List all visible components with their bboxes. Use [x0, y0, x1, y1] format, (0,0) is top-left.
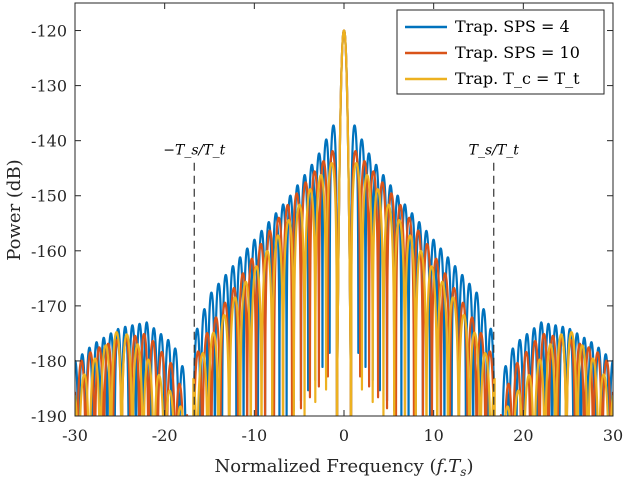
axes [74, 2, 614, 417]
x-axis-title: Normalized Frequency (f.Ts) [215, 456, 474, 479]
x-axis-title-text: Normalized Frequency ( [215, 456, 437, 477]
x-tick-label: -10 [241, 426, 267, 445]
y-tick-label: -160 [31, 242, 67, 261]
x-tick-label: 10 [423, 426, 443, 445]
series-line-2 [75, 29, 613, 416]
y-tick-label: -140 [31, 132, 67, 151]
vline-label-0: −T_s/T_t [163, 142, 225, 158]
legend: Trap. SPS = 4 Trap. SPS = 10 Trap. T_c = T… [396, 9, 605, 95]
y-tick-label: -150 [31, 187, 67, 206]
vline-label-1: T_s/T_t [469, 142, 520, 158]
y-tick-label: -180 [31, 352, 67, 371]
x-tick-label: 20 [513, 426, 533, 445]
y-tick-label: -120 [31, 22, 67, 41]
y-axis-title: Power (dB) [4, 159, 25, 260]
legend-label-2: Trap. T_c = T_t [455, 69, 580, 88]
tick-labels: -30 -20 -10 0 10 20 30 -190 -180 -170 -160 -150 -140… [31, 22, 623, 445]
y-tick-label: -170 [31, 297, 67, 316]
vline-layer: −T_s/T_t T_s/T_t [163, 142, 519, 416]
x-tick-label: -30 [62, 426, 88, 445]
x-tick-label: -20 [152, 426, 178, 445]
x-tick-label: 0 [339, 426, 349, 445]
legend-label-1: Trap. SPS = 10 [455, 43, 580, 62]
series-layer [75, 29, 613, 416]
x-tick-label: 30 [603, 426, 623, 445]
y-tick-label: -130 [31, 77, 67, 96]
legend-label-0: Trap. SPS = 4 [455, 17, 570, 36]
y-tick-label: -190 [31, 407, 67, 426]
